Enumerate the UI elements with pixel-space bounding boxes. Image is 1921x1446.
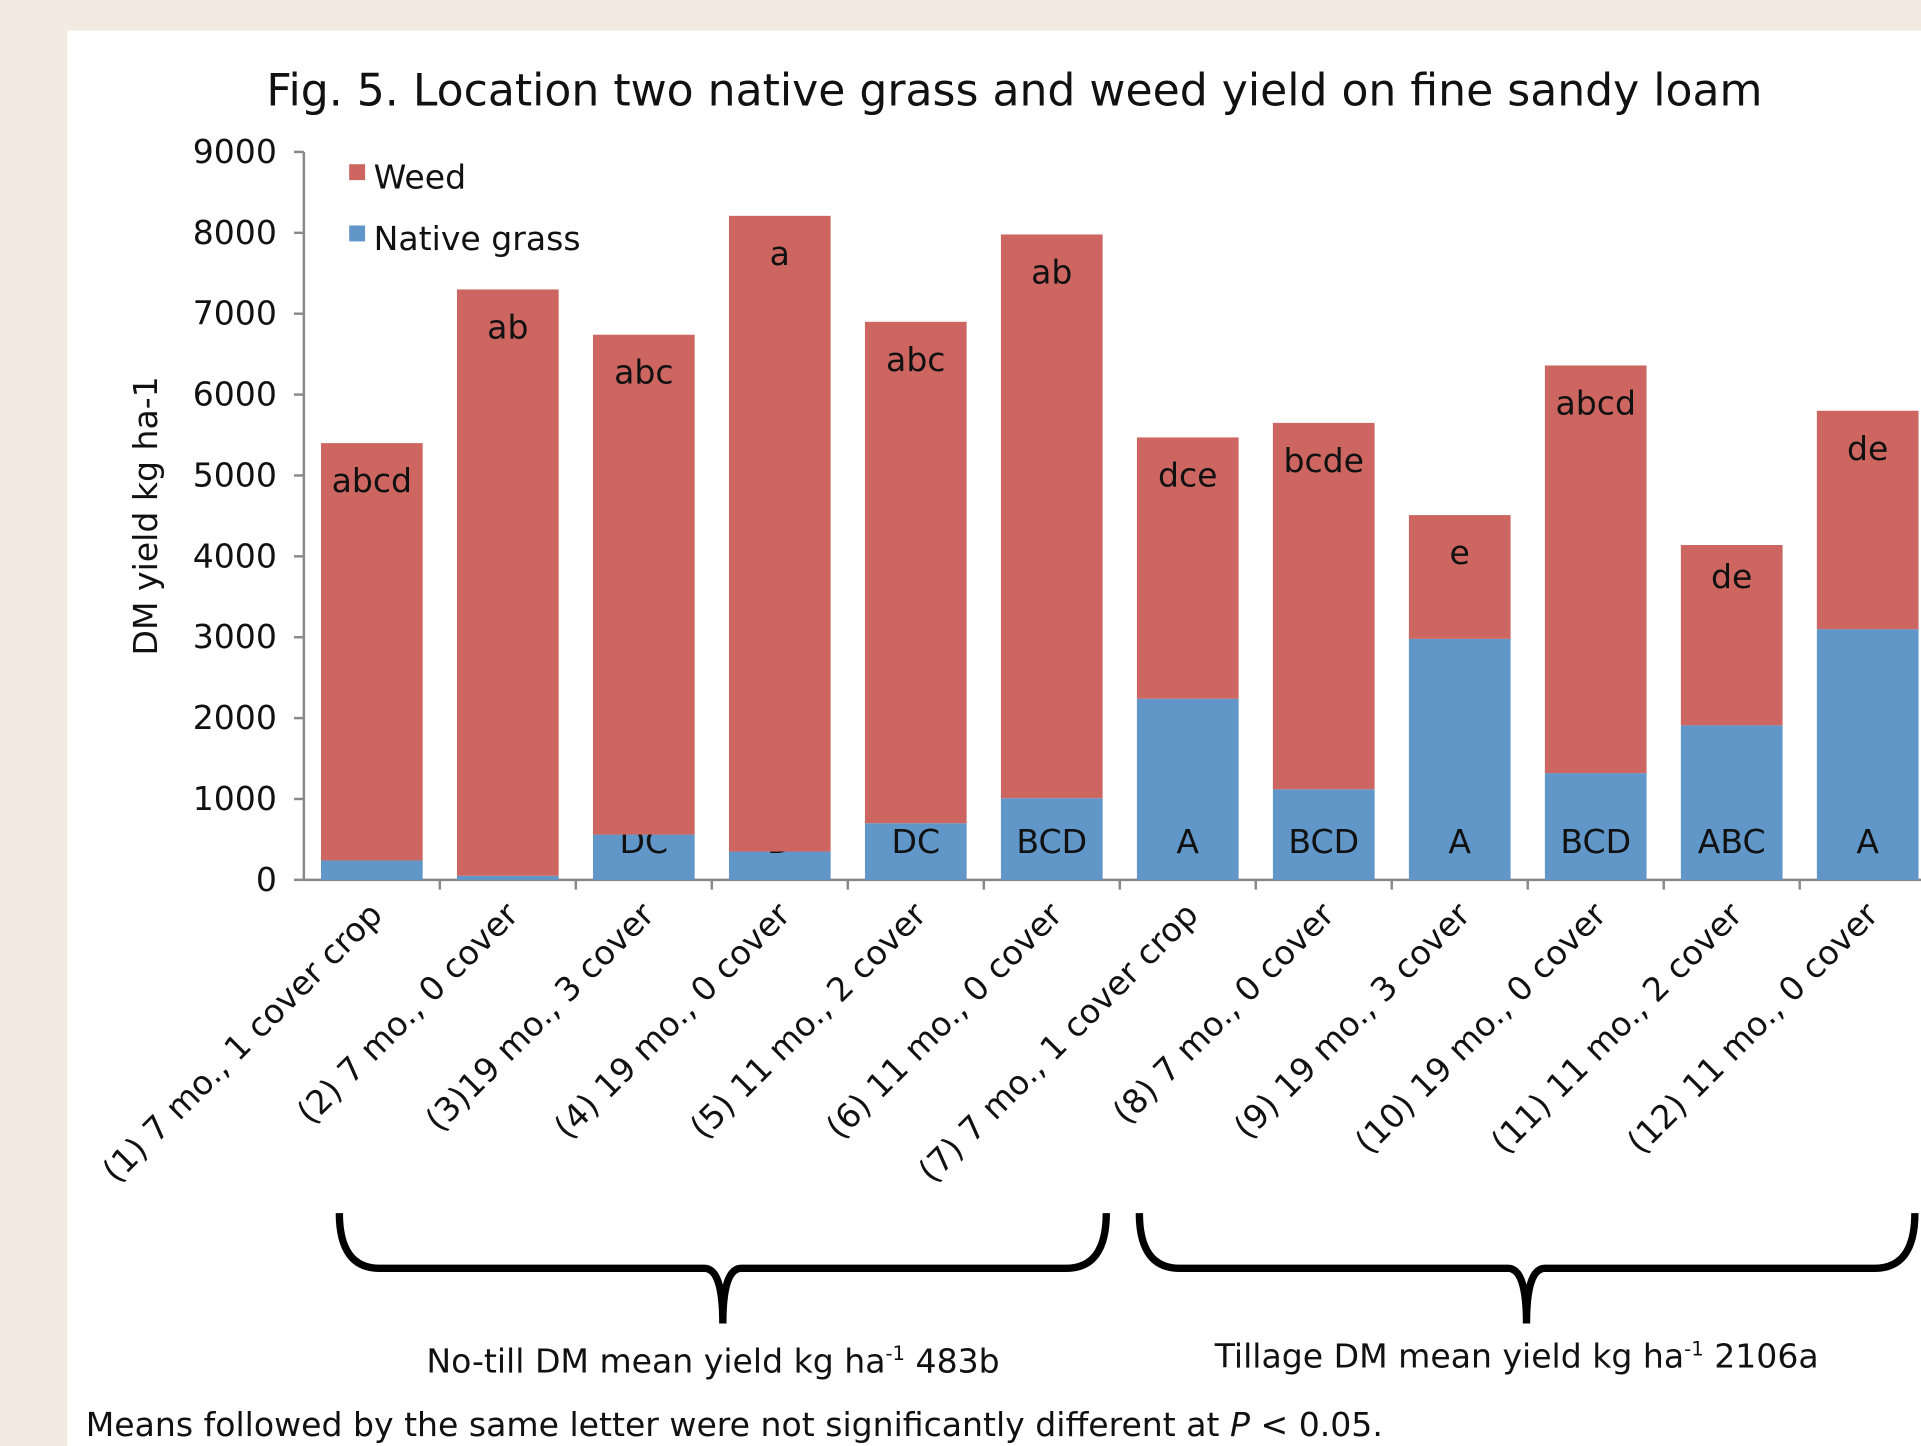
- significance-letter: ABC: [1698, 822, 1766, 861]
- y-tick-label: 2000: [193, 698, 277, 737]
- bar-segment: [1544, 365, 1647, 774]
- significance-letter: abcd: [332, 461, 412, 500]
- group-label-text: No-till DM mean yield kg ha: [426, 1341, 885, 1380]
- bar-segment: [1136, 437, 1239, 699]
- y-tick-label: 8000: [193, 213, 277, 252]
- bar-segment: [864, 823, 967, 880]
- chart-title: Fig. 5. Location two native grass and we…: [266, 65, 1762, 116]
- significance-letter: A: [1856, 822, 1879, 861]
- significance-letter: dce: [1158, 455, 1218, 494]
- group-label-sup: -1: [1684, 1337, 1704, 1360]
- y-tick-label: 1000: [193, 779, 277, 818]
- legend-swatch: [349, 164, 366, 181]
- bar-segment: [864, 321, 967, 824]
- significance-letter: ab: [1031, 252, 1072, 291]
- significance-letter: BCD: [1016, 822, 1087, 861]
- y-tick-label: 0: [256, 860, 277, 899]
- bar-segment: [1816, 410, 1919, 630]
- significance-letter: abcd: [1556, 383, 1636, 422]
- significance-letter: BCD: [1560, 822, 1631, 861]
- bar-segment: [320, 860, 423, 880]
- group-label: Tillage DM mean yield kg ha-1 2106a: [1214, 1337, 1819, 1376]
- y-tick-label: 3000: [193, 617, 277, 656]
- bar-segment: [1680, 725, 1783, 880]
- bar-segment: [1816, 629, 1919, 880]
- bar-segment: [1544, 773, 1647, 880]
- bar-segment: [456, 289, 559, 876]
- bar-segment: [728, 215, 831, 852]
- bar-segment: [320, 443, 423, 861]
- bracket: [1135, 1213, 1919, 1324]
- significance-letter: a: [770, 234, 790, 273]
- group-label: No-till DM mean yield kg ha-1 483b: [426, 1341, 999, 1380]
- bar-segment: [1408, 515, 1511, 639]
- group-label-value: 483b: [905, 1341, 1000, 1380]
- legend-label: Native grass: [374, 219, 581, 258]
- significance-letter: BCD: [1288, 822, 1359, 861]
- y-tick-label: 9000: [193, 132, 277, 171]
- y-tick-label: 5000: [193, 455, 277, 494]
- footnote: Means followed by the same letter were n…: [86, 1405, 1383, 1444]
- bar-segment: [456, 875, 559, 880]
- bar-segment: [1272, 422, 1375, 790]
- significance-letter: de: [1711, 557, 1752, 596]
- significance-letter: abc: [614, 353, 673, 392]
- y-tick-label: 4000: [193, 536, 277, 575]
- bar-segment: [1408, 638, 1511, 880]
- bar-segment: [728, 851, 831, 880]
- legend-swatch: [349, 225, 366, 242]
- footnote-italic: P: [1230, 1405, 1250, 1444]
- bar-segment: [1272, 789, 1375, 880]
- bracket: [335, 1213, 1110, 1324]
- bar-segment: [592, 834, 695, 880]
- significance-letter: de: [1847, 429, 1888, 468]
- group-label-value: 2106a: [1704, 1337, 1819, 1376]
- legend-label: Weed: [374, 158, 466, 197]
- significance-letter: abc: [886, 340, 945, 379]
- y-axis-title: DM yield kg ha-1: [126, 376, 165, 655]
- footnote-text: < 0.05.: [1250, 1405, 1383, 1444]
- group-label-text: Tillage DM mean yield kg ha: [1214, 1337, 1684, 1376]
- significance-letter: A: [1176, 822, 1199, 861]
- bar-segment: [592, 334, 695, 835]
- footnote-text: Means followed by the same letter were n…: [86, 1405, 1230, 1444]
- y-tick-label: 7000: [193, 294, 277, 333]
- significance-letter: DC: [891, 822, 940, 861]
- significance-letter: ab: [487, 307, 528, 346]
- significance-letter: bcde: [1283, 441, 1364, 480]
- bar-segment: [1000, 798, 1103, 880]
- bar-segment: [1136, 698, 1239, 880]
- significance-letter: e: [1450, 533, 1470, 572]
- bar-segment: [1680, 545, 1783, 726]
- group-label-sup: -1: [885, 1342, 905, 1365]
- bar-segment: [1000, 234, 1103, 799]
- y-tick-label: 6000: [193, 375, 277, 414]
- significance-letter: A: [1448, 822, 1471, 861]
